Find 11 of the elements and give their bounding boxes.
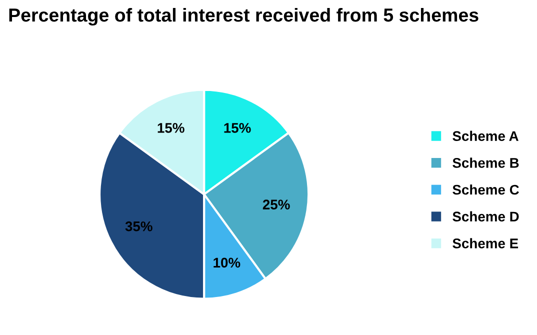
data-label: 10% [214, 258, 240, 268]
data-label: 25% [262, 200, 290, 210]
legend-label: Scheme D [452, 211, 519, 222]
legend-label: Scheme C [452, 184, 519, 195]
legend-label: Scheme E [452, 238, 518, 248]
chart-title: Percentage of total interest received from 5 schemes [9, 8, 478, 26]
legend-label: Scheme B [452, 158, 519, 168]
data-label: 15% [158, 123, 184, 133]
data-label: 35% [125, 221, 152, 232]
legend-label: Scheme A [452, 130, 518, 142]
data-label: 15% [224, 123, 251, 133]
